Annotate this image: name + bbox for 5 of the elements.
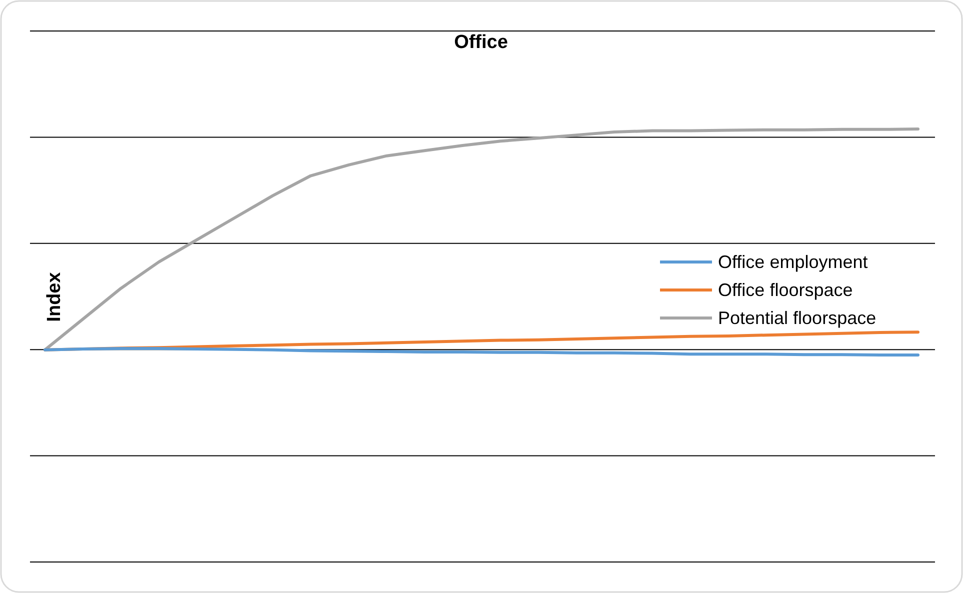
legend-label: Office employment — [718, 252, 868, 272]
chart-title: Office — [454, 32, 508, 53]
legend-label: Office floorspace — [718, 280, 853, 300]
legend-label: Potential floorspace — [718, 308, 876, 328]
y-axis-title: Index — [44, 272, 65, 322]
